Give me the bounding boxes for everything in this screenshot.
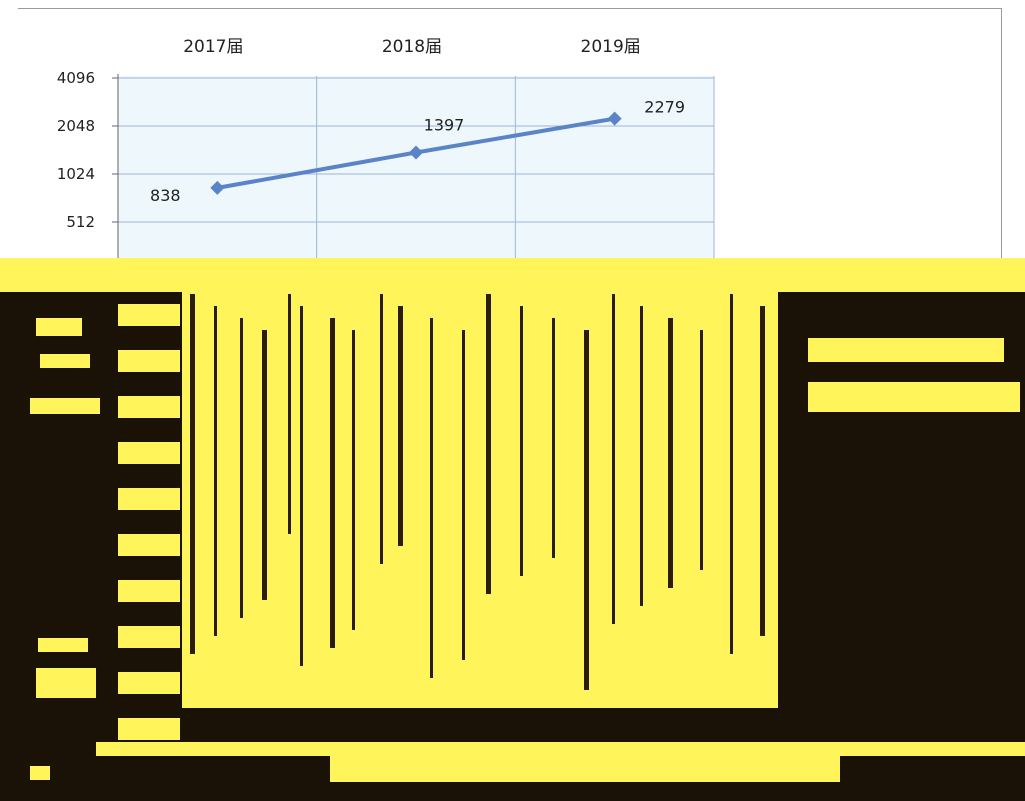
y-tick-label: 1024	[57, 165, 95, 183]
glitch-fragment	[36, 318, 82, 336]
glitch-fragment	[330, 756, 840, 782]
glitch-stripe	[552, 318, 555, 558]
y-tick-label: 2048	[57, 117, 95, 135]
glitch-fragment	[118, 396, 180, 418]
glitch-stripe	[486, 294, 491, 594]
glitch-stripe	[700, 330, 703, 570]
glitch-stripe	[380, 294, 383, 564]
glitch-stripe	[240, 318, 243, 618]
glitch-fragment	[118, 534, 180, 556]
glitch-stripe	[612, 294, 615, 624]
glitch-band	[96, 742, 1025, 756]
glitch-stripe	[462, 330, 465, 660]
line-chart: 4096 2048 1024 512 2017届 2018届 2019届 838 1397 227…	[57, 37, 715, 260]
glitch-stripe	[584, 330, 589, 690]
data-point-marker	[607, 111, 622, 126]
chart-frame	[18, 8, 1002, 260]
glitch-stripe	[430, 318, 433, 678]
glitch-fragment	[30, 766, 50, 780]
data-point-marker	[210, 180, 225, 195]
glitch-fragment	[118, 488, 180, 510]
glitch-stripe	[214, 306, 217, 636]
glitch-stripe	[352, 330, 355, 630]
data-label: 2279	[644, 98, 685, 117]
data-point-marker	[409, 145, 423, 160]
glitch-fragment	[30, 398, 100, 414]
y-tick-label: 4096	[57, 69, 95, 87]
glitch-fragment	[40, 354, 90, 368]
glitch-stripe	[640, 306, 643, 606]
glitch-stripe	[288, 294, 291, 534]
glitch-fragment	[38, 638, 88, 652]
glitch-stripe	[190, 294, 195, 654]
glitch-fragment	[118, 580, 180, 602]
glitch-stripe	[300, 306, 303, 666]
glitch-stripe	[730, 294, 733, 654]
glitch-fragment	[808, 338, 1004, 362]
glitch-fragment	[118, 350, 180, 372]
corrupted-image-region	[0, 258, 1025, 801]
glitch-stripe	[520, 306, 523, 576]
plot-area	[118, 76, 714, 260]
glitch-stripe	[398, 306, 403, 546]
data-label: 838	[150, 186, 181, 205]
glitch-stripe	[262, 330, 267, 600]
data-label: 1397	[424, 115, 465, 134]
glitch-fragment	[808, 382, 1020, 412]
y-tick-label: 512	[66, 213, 95, 231]
glitch-fragment	[118, 672, 180, 694]
x-category-label: 2017届	[183, 37, 243, 57]
glitch-fragment	[36, 668, 96, 698]
glitch-block	[182, 288, 778, 708]
glitch-stripe	[668, 318, 673, 588]
glitch-fragment	[118, 718, 180, 740]
glitch-stripe	[760, 306, 765, 636]
x-category-label: 2019届	[581, 37, 641, 57]
glitch-stripe	[330, 318, 335, 648]
glitch-fragment	[118, 626, 180, 648]
glitch-fragment	[118, 304, 180, 326]
glitch-fragment	[118, 442, 180, 464]
x-category-label: 2018届	[382, 37, 442, 57]
glitch-band	[0, 258, 1025, 292]
